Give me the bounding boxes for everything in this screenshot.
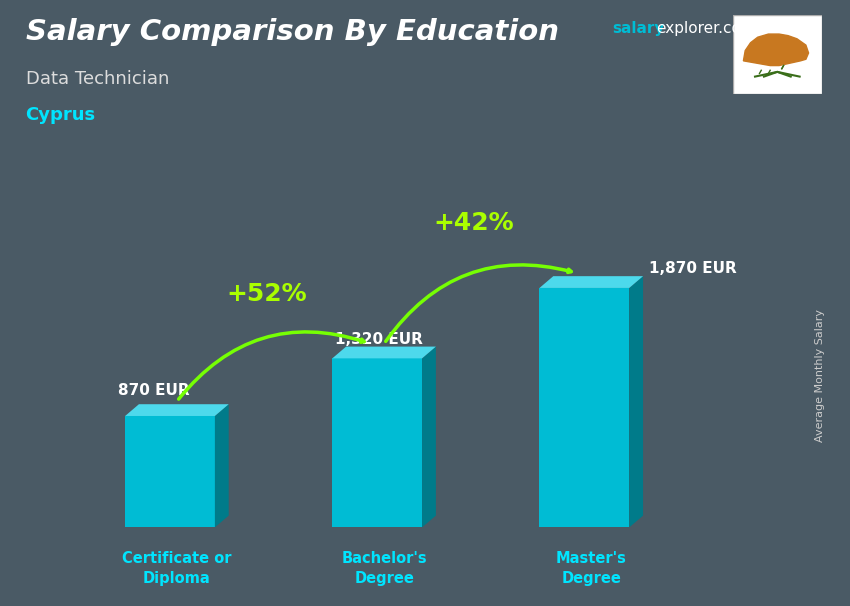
FancyArrowPatch shape bbox=[178, 332, 364, 399]
Text: 1,870 EUR: 1,870 EUR bbox=[649, 261, 736, 276]
Text: Bachelor's
Degree: Bachelor's Degree bbox=[342, 551, 427, 586]
Polygon shape bbox=[125, 416, 215, 527]
Polygon shape bbox=[540, 288, 629, 527]
Text: Average Monthly Salary: Average Monthly Salary bbox=[815, 309, 825, 442]
Text: Cyprus: Cyprus bbox=[26, 106, 95, 124]
Text: +42%: +42% bbox=[434, 211, 514, 235]
Polygon shape bbox=[125, 404, 229, 416]
Text: salary: salary bbox=[612, 21, 665, 36]
Text: Salary Comparison By Education: Salary Comparison By Education bbox=[26, 18, 558, 46]
Text: Certificate or
Diploma: Certificate or Diploma bbox=[122, 551, 232, 586]
Polygon shape bbox=[332, 358, 422, 527]
Polygon shape bbox=[629, 276, 643, 527]
Text: 1,320 EUR: 1,320 EUR bbox=[335, 331, 423, 347]
Text: 870 EUR: 870 EUR bbox=[118, 384, 190, 398]
FancyArrowPatch shape bbox=[386, 265, 571, 341]
Polygon shape bbox=[540, 276, 643, 288]
Text: Master's
Degree: Master's Degree bbox=[556, 551, 626, 586]
Text: +52%: +52% bbox=[226, 282, 307, 305]
Polygon shape bbox=[215, 404, 229, 527]
Polygon shape bbox=[332, 347, 436, 358]
Polygon shape bbox=[422, 347, 436, 527]
Text: Data Technician: Data Technician bbox=[26, 70, 169, 88]
Text: explorer.com: explorer.com bbox=[656, 21, 756, 36]
Polygon shape bbox=[744, 34, 808, 65]
